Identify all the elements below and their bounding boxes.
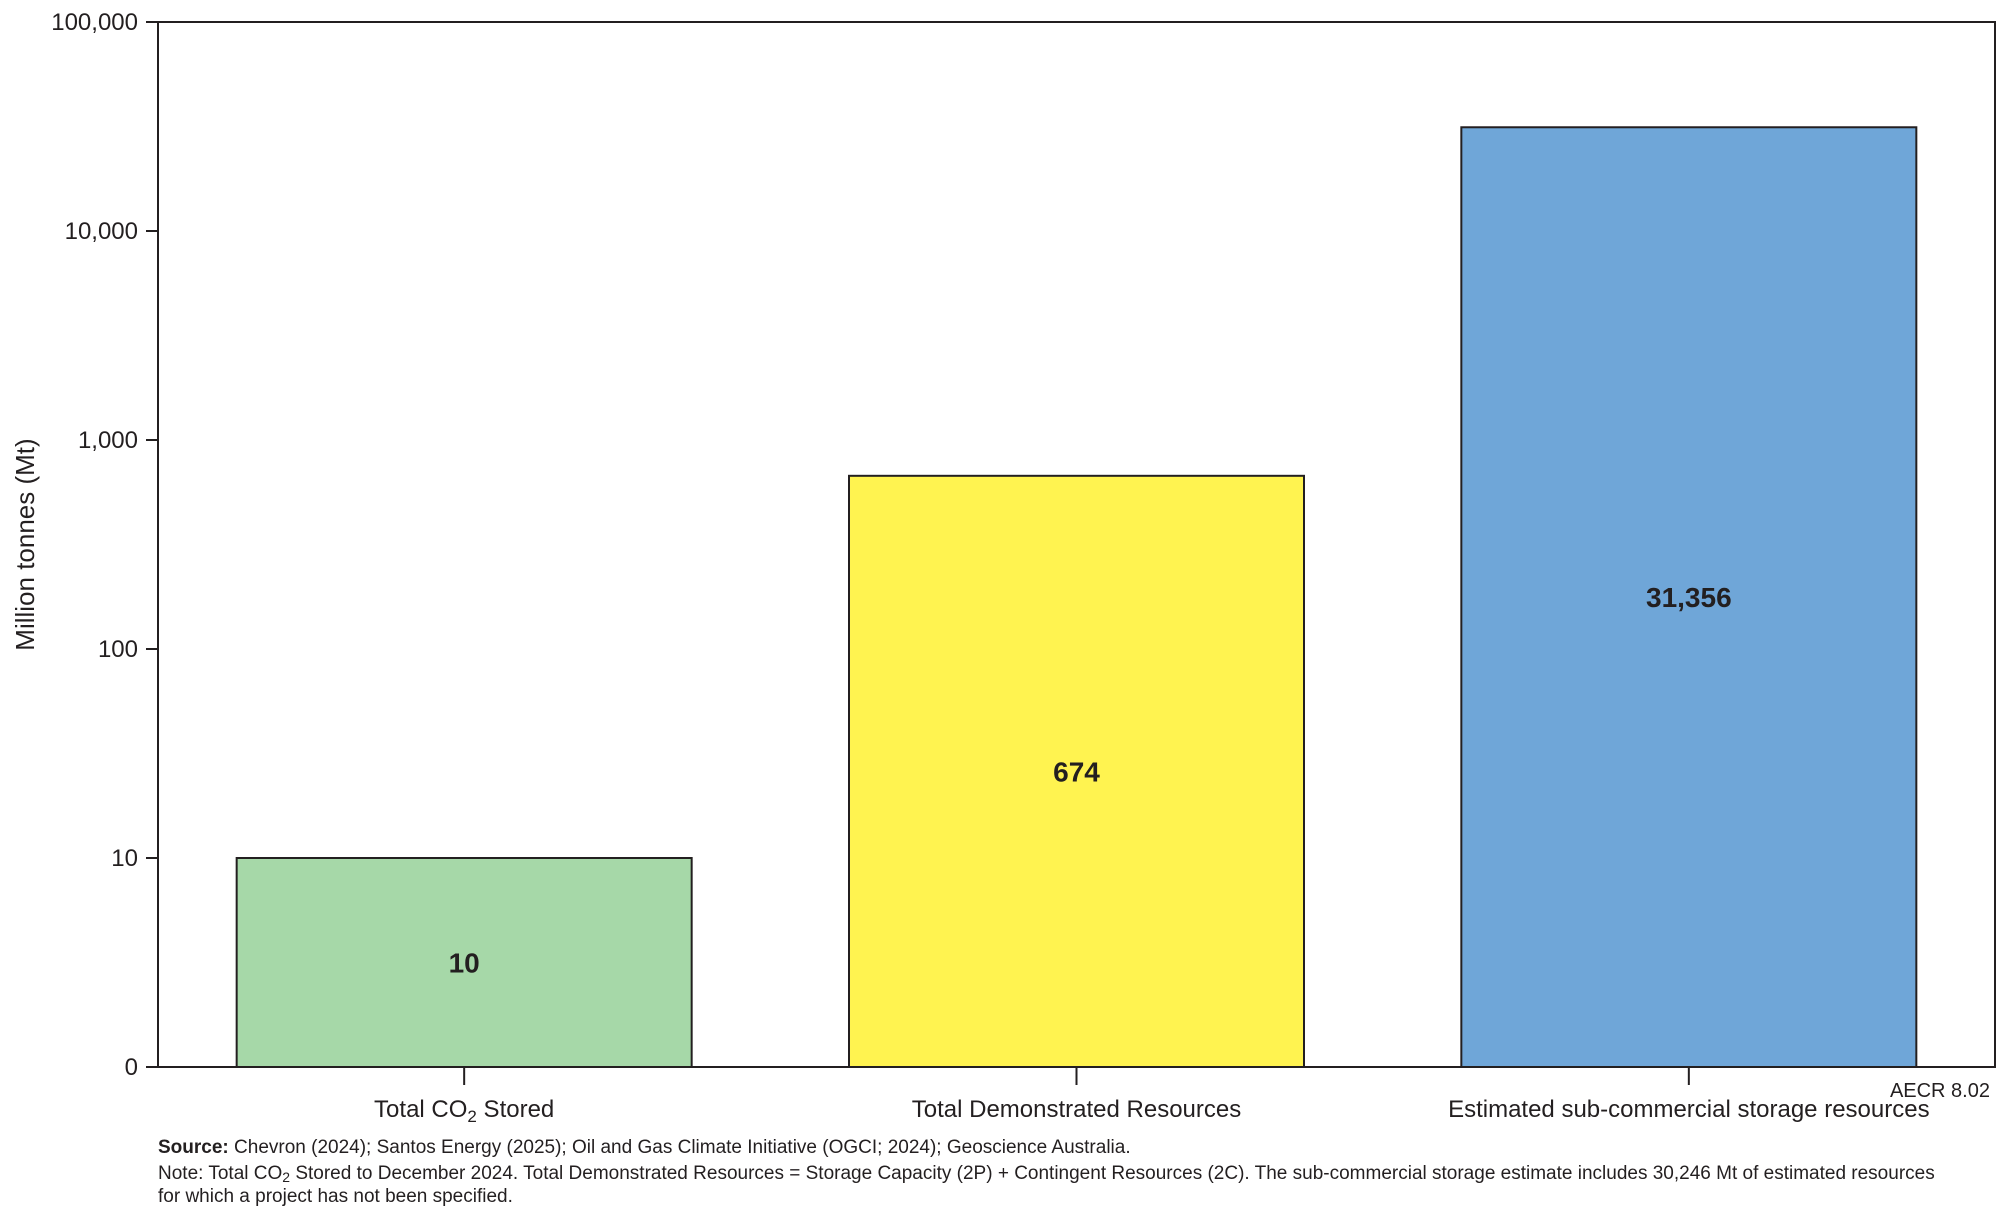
x-category-label: Total Demonstrated Resources — [912, 1096, 1241, 1123]
y-axis-title: Million tonnes (Mt) — [10, 438, 40, 650]
bar — [848, 474, 1305, 1069]
note-text-post: Stored to December 2024. Total Demonstra… — [158, 1163, 1935, 1207]
x-axis: Total CO2 Stored Total Demonstrated Resou… — [374, 1067, 1930, 1126]
bar-value-label: 10 — [449, 948, 480, 979]
y-tick-label: 1,000 — [78, 427, 138, 454]
source-label: Source: — [158, 1137, 229, 1158]
plot-frame — [157, 21, 1996, 1068]
source-text: Chevron (2024); Santos Energy (2025); Oi… — [228, 1137, 1131, 1158]
bars-group: 10 674 31,356 — [235, 126, 1918, 1069]
bar-value-label: 674 — [1053, 756, 1100, 787]
y-axis: 0 10 100 1,000 10,000 100,000 — [51, 9, 158, 1081]
source-note: Source: Chevron (2024); Santos Energy (2… — [158, 1136, 1958, 1159]
x-category-label: Total CO2 Stored — [374, 1096, 554, 1126]
footnote: Note: Total CO2 Stored to December 2024.… — [158, 1162, 1958, 1208]
x-category-label: Estimated sub-commercial storage resourc… — [1448, 1096, 1930, 1123]
y-tick-label: 10 — [111, 845, 138, 872]
y-tick-label: 100,000 — [51, 9, 138, 36]
note-text-pre: Note: Total CO — [158, 1163, 283, 1184]
bar-value-label: 31,356 — [1646, 582, 1732, 613]
note-subscript: 2 — [282, 1169, 291, 1185]
y-tick-label: 100 — [98, 636, 138, 663]
bar — [1460, 126, 1918, 1068]
figure-reference: AECR 8.02 — [1890, 1080, 1990, 1102]
y-tick-label: 0 — [125, 1054, 138, 1081]
bar — [235, 857, 693, 1068]
y-tick-label: 10,000 — [65, 218, 138, 245]
